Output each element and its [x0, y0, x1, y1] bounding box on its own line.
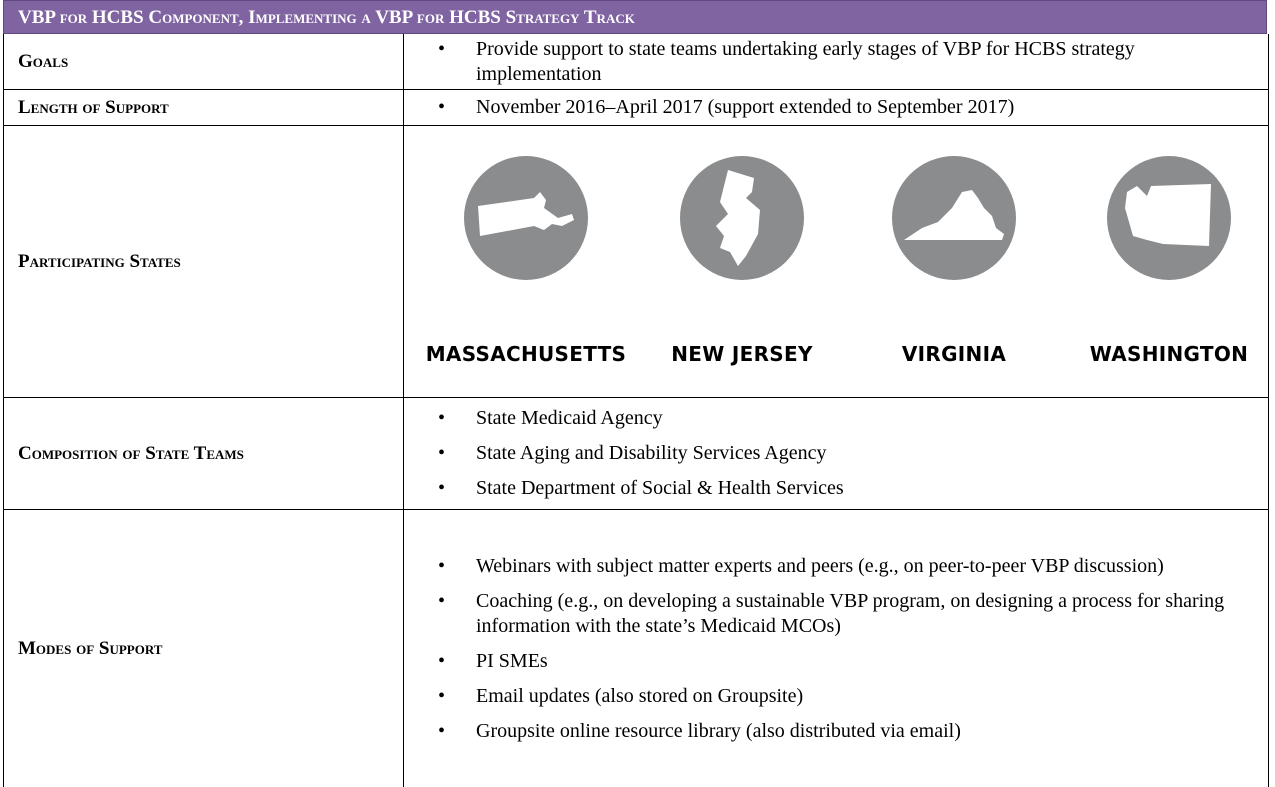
row-label: Composition of State Teams	[4, 398, 404, 509]
row: Composition of State Teams State Medicai…	[3, 398, 1269, 510]
states: MASSACHUSETTS NEW JERSEY VIRGINIA	[404, 126, 1268, 397]
table: VBP for HCBS Component, Implementing a V…	[3, 0, 1269, 787]
row: Length of Support November 2016–April 20…	[3, 90, 1269, 126]
row-body: Webinars with subject matter experts and…	[404, 510, 1268, 787]
row: Modes of Support Webinars with subject m…	[3, 510, 1269, 787]
state: WASHINGTON	[1064, 156, 1274, 366]
state-icon	[464, 156, 588, 280]
state-name: VIRGINIA	[901, 342, 1007, 366]
state: MASSACHUSETTS	[421, 156, 631, 366]
row: Goals Provide support to state teams und…	[3, 34, 1269, 90]
row-body: Provide support to state teams undertaki…	[404, 34, 1268, 89]
state: VIRGINIA	[849, 156, 1059, 366]
bullet-item: Groupsite online resource library (also …	[404, 719, 1268, 744]
row-label: Modes of Support	[4, 510, 404, 787]
table-header: VBP for HCBS Component, Implementing a V…	[3, 0, 1267, 34]
state: NEW JERSEY	[637, 156, 847, 366]
state-name: NEW JERSEY	[671, 342, 813, 366]
bullet-item: State Department of Social & Health Serv…	[404, 476, 1268, 501]
row-label: Length of Support	[4, 90, 404, 125]
bullet-item: PI SMEs	[404, 649, 1268, 674]
state-icon	[892, 156, 1016, 280]
bullet-item: Coaching (e.g., on developing a sustaina…	[404, 589, 1268, 639]
bullet-item: Webinars with subject matter experts and…	[404, 554, 1268, 579]
row-label: Participating States	[4, 126, 404, 397]
row: Participating States MASSACHUSETTS NEW J…	[3, 126, 1269, 398]
bullet-item: State Aging and Disability Services Agen…	[404, 441, 1268, 466]
row-label: Goals	[4, 34, 404, 89]
state-icon	[680, 156, 804, 280]
bullet-item: State Medicaid Agency	[404, 406, 1268, 431]
state-name: WASHINGTON	[1089, 342, 1249, 366]
state-name: MASSACHUSETTS	[425, 342, 627, 366]
state-icon	[1107, 156, 1231, 280]
row-body: State Medicaid Agency State Aging and Di…	[404, 398, 1268, 509]
bullet-item: Provide support to state teams undertaki…	[404, 37, 1268, 87]
row-body: November 2016–April 2017 (support extend…	[404, 90, 1268, 125]
bullet-item: Email updates (also stored on Groupsite)	[404, 684, 1268, 709]
bullet-item: November 2016–April 2017 (support extend…	[404, 95, 1268, 120]
